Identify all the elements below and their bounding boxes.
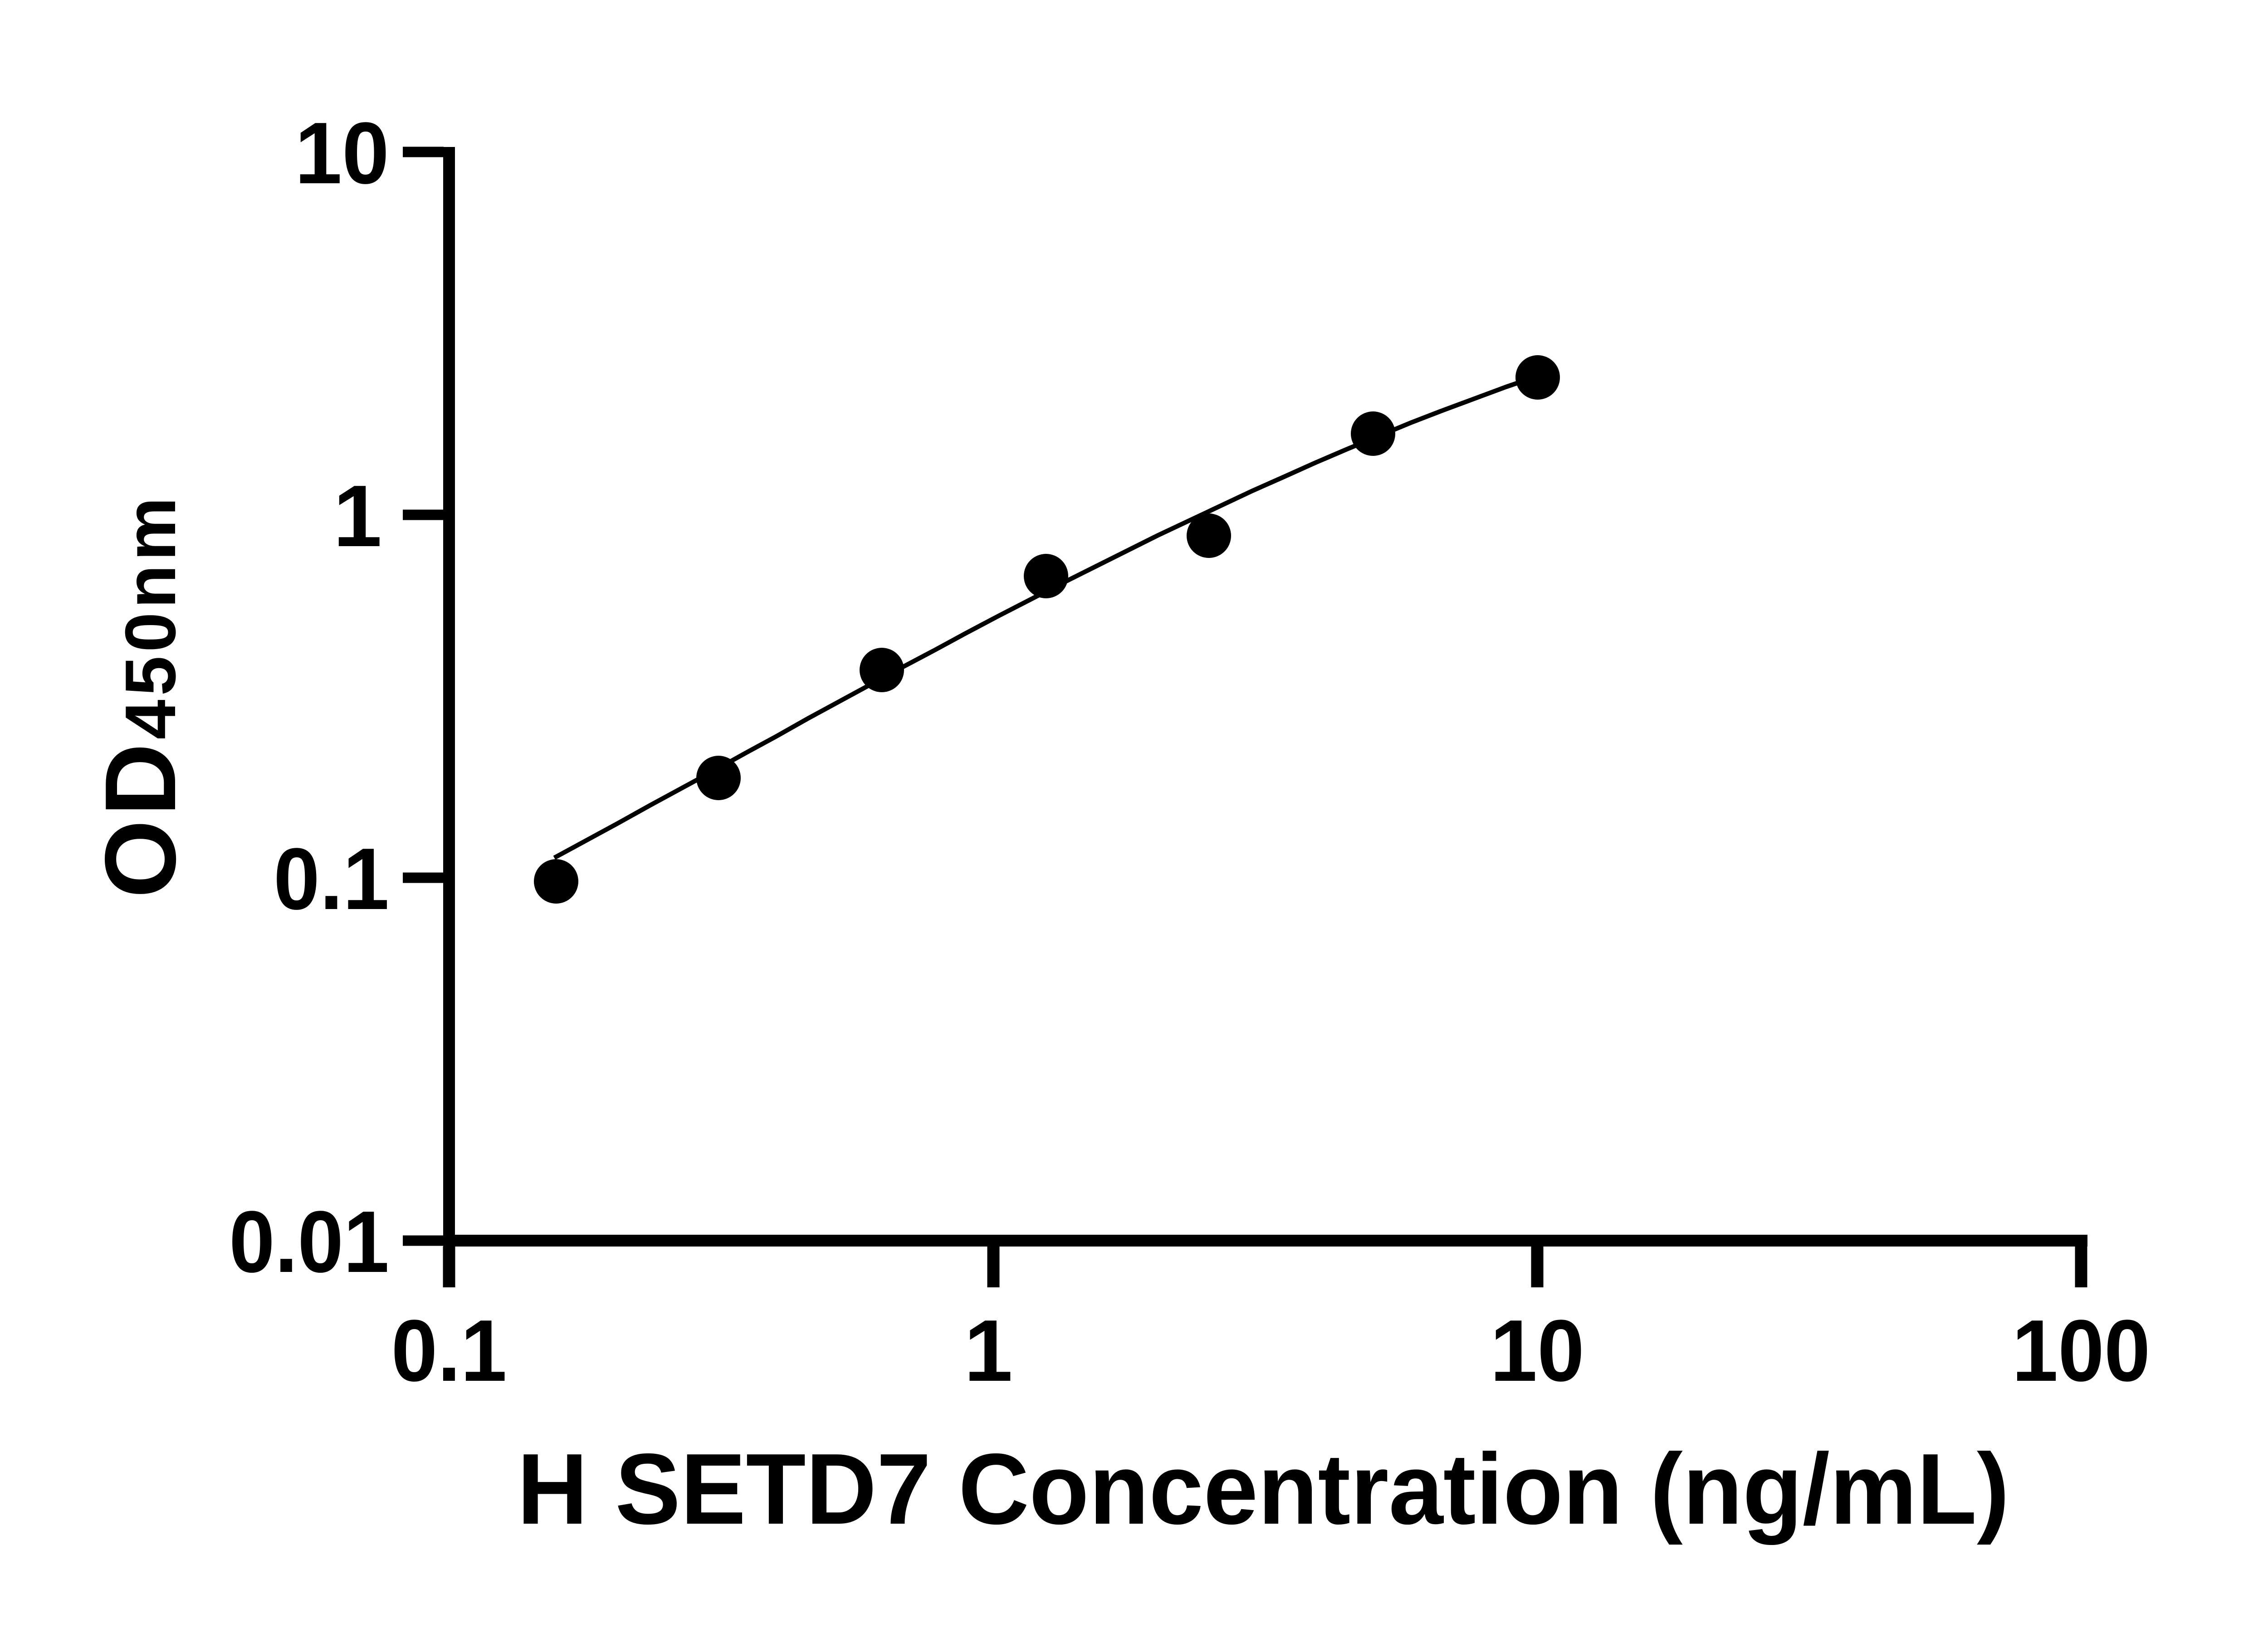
- svg-text:100: 100: [2012, 1301, 2151, 1399]
- svg-text:0.1: 0.1: [274, 830, 389, 928]
- svg-text:H SETD7 Concentration (ng/mL): H SETD7 Concentration (ng/mL): [517, 1433, 2009, 1545]
- svg-text:10: 10: [1490, 1301, 1584, 1399]
- svg-text:0.1: 0.1: [391, 1301, 507, 1399]
- svg-text:1: 1: [964, 1301, 1012, 1399]
- svg-text:1: 1: [333, 467, 382, 565]
- svg-text:10: 10: [295, 104, 389, 202]
- svg-text:0.01: 0.01: [229, 1193, 389, 1291]
